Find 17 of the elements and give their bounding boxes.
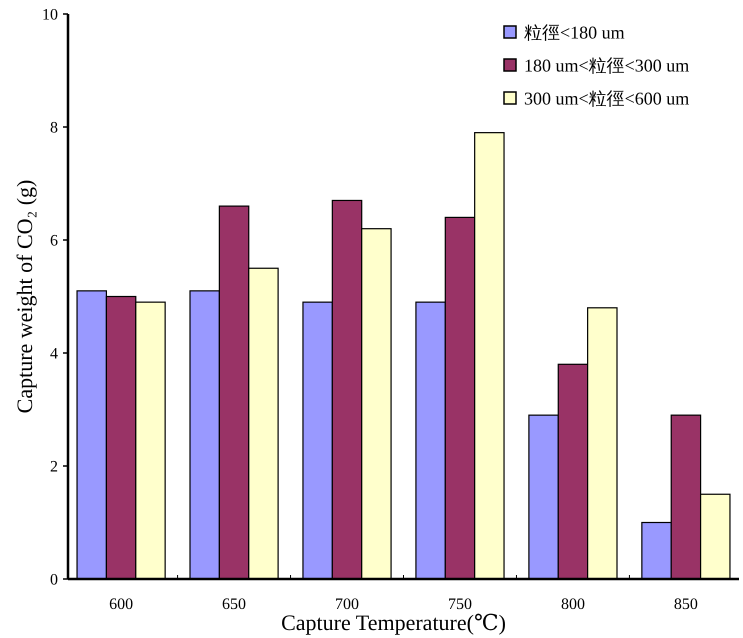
- y-axis-title: Capture weight of CO₂ (g): [12, 180, 37, 414]
- x-tick-label: 750: [448, 596, 472, 613]
- y-tick-label: 6: [50, 232, 58, 250]
- x-tick-label: 700: [335, 596, 360, 613]
- x-tick-label: 600: [109, 596, 134, 613]
- legend-label: 粒徑<180 um: [524, 22, 625, 42]
- y-tick-label: 10: [42, 6, 58, 24]
- y-tick-label: 8: [50, 120, 58, 137]
- x-tick-label: 850: [674, 596, 698, 613]
- x-axis-title: Capture Temperature(℃): [281, 610, 506, 635]
- legend-label: 180 um<粒徑<300 um: [524, 55, 690, 76]
- x-tick-label: 800: [560, 596, 585, 613]
- y-tick-label: 2: [50, 458, 58, 476]
- y-tick-label: 0: [50, 572, 58, 589]
- x-tick-label: 650: [222, 596, 246, 613]
- legend-label: 300 um<粒徑<600 um: [524, 88, 690, 108]
- y-tick-label: 4: [50, 346, 58, 363]
